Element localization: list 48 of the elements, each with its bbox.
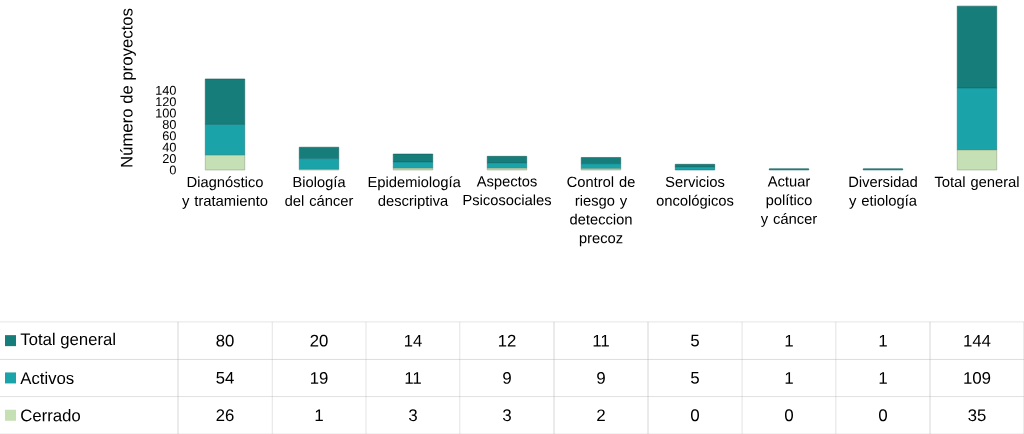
data-label: 3 xyxy=(502,409,511,422)
x-tick-label: Actuar político y cáncer xyxy=(760,176,817,227)
y-tick-label: 20 xyxy=(162,154,176,164)
data-label: 20 xyxy=(310,334,328,347)
data-label: 3 xyxy=(408,409,417,422)
x-tick-label: Servicios oncológicos xyxy=(656,176,734,209)
data-label: 2 xyxy=(597,409,605,422)
data-label: 1 xyxy=(879,334,887,347)
x-tick-label: Epidemiología descriptiva xyxy=(368,176,461,209)
legend-label: Cerrado xyxy=(21,409,80,422)
y-tick-label: 40 xyxy=(162,142,176,152)
data-label: 144 xyxy=(964,334,991,347)
y-axis-title: Número de proyectos xyxy=(120,8,136,167)
data-label: 0 xyxy=(879,409,888,422)
data-label: 1 xyxy=(785,372,793,384)
y-tick-label: 80 xyxy=(162,119,176,129)
x-tick-label: Aspectos Psicosociales xyxy=(463,176,552,206)
y-tick-label: 120 xyxy=(156,97,176,107)
y-tick-label: 100 xyxy=(156,108,176,118)
x-tick-label: Control de riesgo y deteccion precoz xyxy=(567,176,635,247)
y-tick-label: 0 xyxy=(169,165,176,175)
data-label: 11 xyxy=(593,334,609,347)
legend-label: Activos xyxy=(20,371,74,385)
data-label: 109 xyxy=(964,372,991,384)
x-tick-label: Biología del cáncer xyxy=(285,176,354,206)
x-tick-label: Diagnóstico y tratamiento xyxy=(182,176,268,209)
data-label: 35 xyxy=(968,409,986,422)
x-tick-label: Diversidad y etiología xyxy=(849,176,917,209)
legend-label: Total general xyxy=(20,332,115,349)
data-label: 5 xyxy=(691,372,699,384)
data-label: 9 xyxy=(503,372,511,384)
y-tick-label: 60 xyxy=(162,131,176,141)
data-label: 9 xyxy=(597,372,605,384)
x-tick-label: Total general xyxy=(934,176,1019,190)
data-label: 11 xyxy=(405,372,421,384)
y-tick-label: 140 xyxy=(156,85,176,95)
data-label: 14 xyxy=(404,334,422,347)
data-label: 80 xyxy=(216,334,234,347)
data-label: 12 xyxy=(498,334,516,347)
data-label: 54 xyxy=(216,372,234,384)
data-label: 1 xyxy=(785,334,793,347)
data-label: 0 xyxy=(785,409,794,422)
data-label: 19 xyxy=(310,372,328,384)
data-label: 0 xyxy=(691,409,700,422)
data-label: 26 xyxy=(216,409,234,422)
data-label: 1 xyxy=(315,409,323,421)
data-label: 1 xyxy=(879,372,887,384)
data-label: 5 xyxy=(691,334,699,347)
